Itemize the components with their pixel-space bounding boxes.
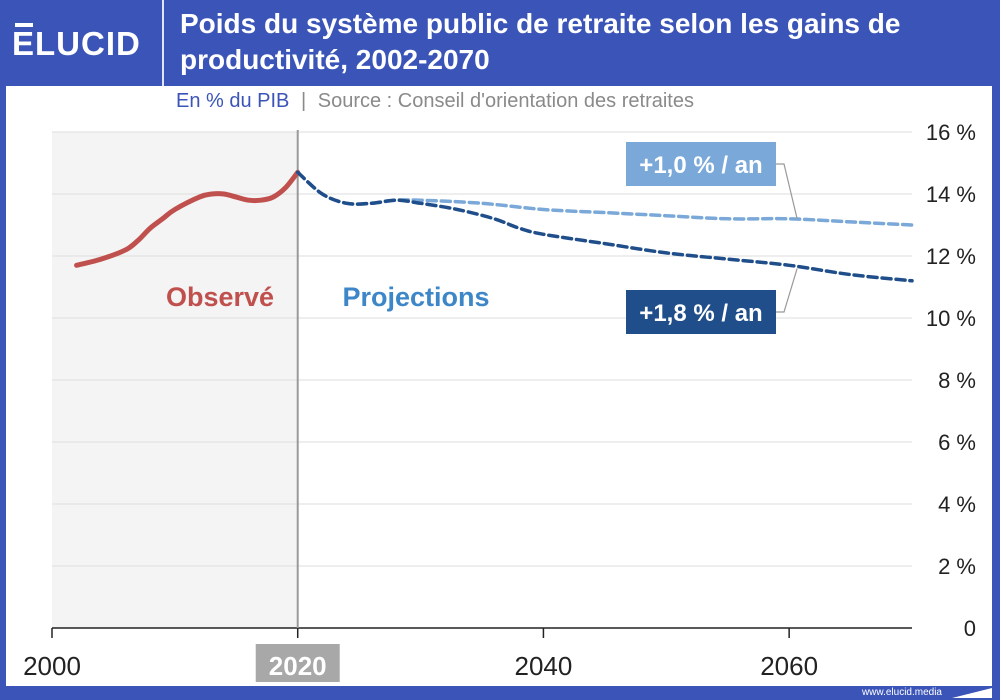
elucid-logo[interactable]: ELUCID bbox=[12, 22, 152, 62]
y-tick-label: 8 % bbox=[938, 368, 976, 393]
x-tick-label: 2060 bbox=[760, 651, 818, 681]
x-tick-label-highlight bbox=[255, 644, 340, 682]
y-tick-label: 0 bbox=[964, 616, 976, 641]
unit-label: En % du PIB bbox=[176, 90, 290, 112]
logo-accent-bar bbox=[15, 23, 33, 27]
source-label: Source : Conseil d'orientation des retra… bbox=[317, 90, 694, 112]
legend-box bbox=[626, 142, 776, 186]
legend-leader-line bbox=[776, 163, 798, 219]
series-line bbox=[295, 170, 914, 283]
y-tick-label: 12 % bbox=[926, 244, 976, 269]
chart-title: Poids du système public de retraite selo… bbox=[180, 8, 901, 75]
legend-label: +1,0 % / an bbox=[639, 152, 762, 179]
footer-logo-mark bbox=[952, 688, 992, 698]
legend-box bbox=[626, 290, 776, 334]
y-tick-label: 14 % bbox=[926, 182, 976, 207]
x-tick-label: 2040 bbox=[515, 651, 573, 681]
y-tick-label: 10 % bbox=[926, 306, 976, 331]
y-tick-label: 16 % bbox=[926, 120, 976, 145]
x-tick-label: 2000 bbox=[23, 651, 81, 681]
subtitle-separator: | bbox=[300, 90, 307, 112]
series-line bbox=[295, 170, 914, 227]
chart-subtitle: En % du PIB | Source : Conseil d'orienta… bbox=[176, 90, 694, 113]
series-line bbox=[74, 169, 301, 268]
legend-label: +1,8 % / an bbox=[639, 300, 762, 327]
footer-url[interactable]: www.elucid.media bbox=[861, 687, 942, 698]
y-tick-label: 2 % bbox=[938, 554, 976, 579]
projections-annotation: Projections bbox=[342, 282, 489, 312]
x-tick-label: 2020 bbox=[269, 651, 327, 681]
header-divider bbox=[162, 0, 164, 86]
header: ELUCID Poids du système public de retrai… bbox=[0, 0, 1000, 86]
observed-annotation: Observé bbox=[166, 282, 274, 312]
y-tick-label: 4 % bbox=[938, 492, 976, 517]
logo-text: ELUCID bbox=[12, 25, 141, 62]
legend-leader-line bbox=[776, 268, 798, 313]
y-tick-label: 6 % bbox=[938, 430, 976, 455]
